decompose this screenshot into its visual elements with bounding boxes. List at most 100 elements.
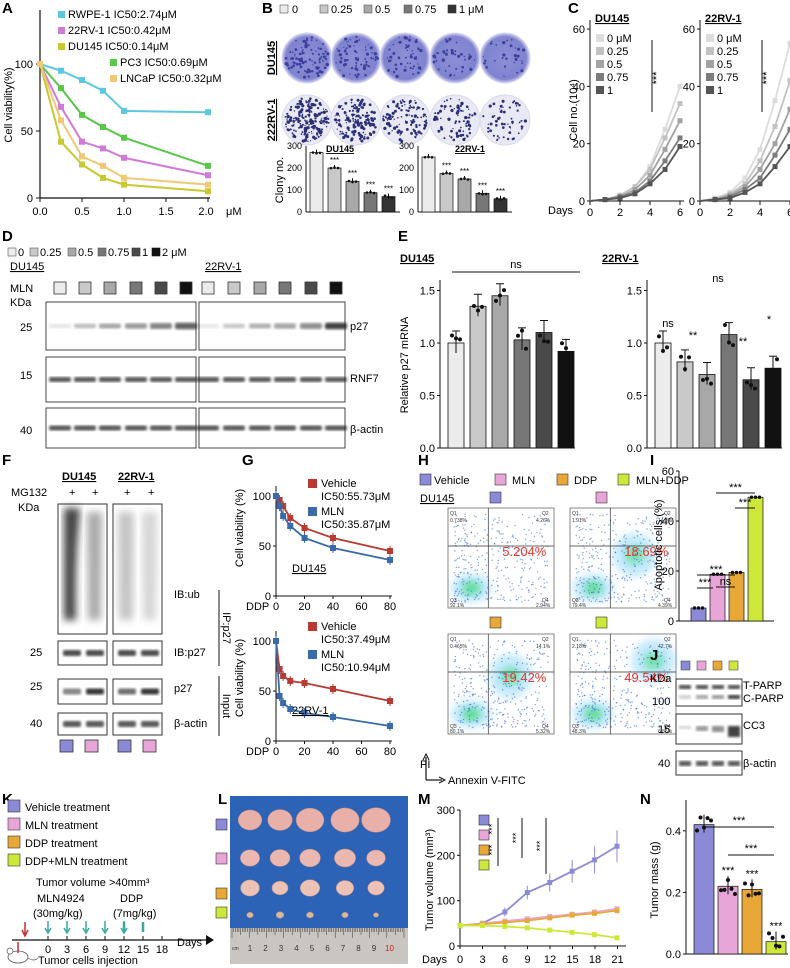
colony xyxy=(424,120,427,123)
density xyxy=(500,667,521,685)
event xyxy=(470,531,472,534)
band xyxy=(696,726,708,731)
colony xyxy=(350,66,354,70)
band xyxy=(63,688,81,695)
colony xyxy=(391,130,393,132)
colony xyxy=(293,61,296,65)
event xyxy=(503,575,505,577)
event xyxy=(532,710,535,712)
bar xyxy=(421,156,436,213)
event xyxy=(470,685,472,688)
event xyxy=(485,651,488,653)
event xyxy=(492,712,494,714)
event xyxy=(657,655,659,657)
significance: *** xyxy=(384,185,393,194)
colony xyxy=(308,58,311,61)
event xyxy=(645,679,647,681)
event xyxy=(640,711,643,713)
colony xyxy=(366,136,370,140)
event xyxy=(644,672,646,674)
colony xyxy=(408,106,411,110)
legend-swatch xyxy=(706,73,714,81)
event xyxy=(499,598,501,600)
colony xyxy=(384,116,388,119)
legend-swatch xyxy=(478,829,490,841)
band xyxy=(150,377,172,382)
data-point xyxy=(564,346,568,351)
event xyxy=(465,649,467,651)
colony xyxy=(354,121,357,124)
colony xyxy=(436,51,439,55)
event xyxy=(469,543,472,545)
event xyxy=(579,695,581,698)
dose-box xyxy=(179,281,193,295)
event xyxy=(589,528,591,531)
data-point xyxy=(354,180,358,183)
colony xyxy=(498,136,500,139)
event xyxy=(490,537,493,540)
density xyxy=(584,581,603,595)
colony xyxy=(292,117,295,120)
colony xyxy=(511,120,514,124)
event xyxy=(503,596,505,599)
colony xyxy=(417,63,419,65)
event xyxy=(601,686,604,689)
event xyxy=(600,600,602,603)
event xyxy=(605,700,607,703)
event xyxy=(576,599,578,602)
significance: *** xyxy=(761,71,773,85)
event xyxy=(466,520,468,522)
event xyxy=(534,715,536,717)
event xyxy=(454,560,456,562)
legend: IC50:37.49μM xyxy=(321,634,390,646)
tick-label: 60 xyxy=(662,466,674,478)
colony xyxy=(394,67,398,71)
event xyxy=(658,572,660,575)
event xyxy=(538,578,540,580)
event xyxy=(474,693,476,695)
colony xyxy=(294,48,298,52)
event xyxy=(643,599,645,601)
event xyxy=(500,569,503,572)
event xyxy=(513,676,515,678)
data-point xyxy=(476,308,480,313)
event xyxy=(524,599,526,601)
band xyxy=(74,425,96,431)
event xyxy=(475,582,477,584)
event xyxy=(473,702,475,704)
event xyxy=(530,567,532,569)
colony xyxy=(308,101,310,103)
event xyxy=(533,663,535,666)
event xyxy=(583,578,585,580)
event xyxy=(466,689,468,692)
colony xyxy=(464,115,468,120)
event xyxy=(479,655,481,657)
tumor xyxy=(267,809,293,831)
event xyxy=(638,712,640,714)
ip-blots xyxy=(57,503,163,736)
colony xyxy=(364,133,366,136)
event xyxy=(524,567,526,569)
event xyxy=(515,537,517,540)
colony xyxy=(302,49,304,51)
event xyxy=(584,668,587,671)
event xyxy=(503,672,506,674)
colony xyxy=(346,118,350,122)
colony xyxy=(392,43,395,46)
event xyxy=(647,656,649,659)
data-point xyxy=(753,386,757,391)
colony xyxy=(286,118,288,120)
dose-box xyxy=(329,281,343,295)
event xyxy=(546,564,548,567)
colony xyxy=(466,136,469,138)
event xyxy=(613,698,615,700)
event xyxy=(642,520,644,522)
colony xyxy=(460,103,463,106)
colony xyxy=(310,36,314,39)
y-axis-label: Apoptotic cells (%) xyxy=(653,499,665,590)
colony xyxy=(339,60,343,64)
event xyxy=(454,601,456,603)
colony xyxy=(468,116,471,119)
data-point xyxy=(301,535,308,541)
